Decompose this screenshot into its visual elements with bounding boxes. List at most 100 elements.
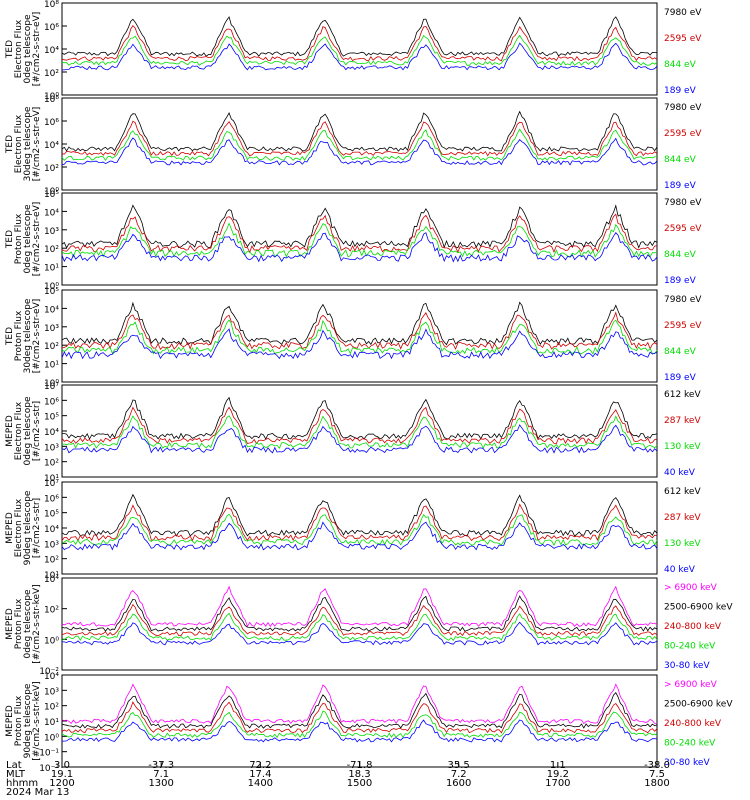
legend-entry: 2500-6900 keV bbox=[664, 603, 733, 613]
series-line bbox=[61, 16, 658, 57]
y-label-line: Proton Flux bbox=[14, 598, 24, 649]
y-axis-label: TEDElectron Flux30deg telescope[#/cm2-s-… bbox=[5, 106, 42, 181]
y-tick-label: 10⁻² bbox=[39, 667, 59, 677]
hhmm-value: 1400 bbox=[248, 778, 273, 789]
y-label-line: 30deg telescope bbox=[23, 106, 33, 181]
series-line bbox=[61, 683, 658, 725]
lat-value: 1.1 bbox=[550, 760, 566, 771]
y-tick-label: 10⁻¹ bbox=[39, 749, 59, 759]
y-tick-label: 10⁷ bbox=[44, 382, 59, 392]
legend-entry: 40 keV bbox=[664, 565, 696, 575]
hhmm-value: 1500 bbox=[347, 778, 372, 789]
legend-entry: 287 keV bbox=[664, 513, 701, 523]
legend-entry: 844 eV bbox=[664, 155, 697, 165]
mlt-value: 19.2 bbox=[547, 769, 569, 780]
y-tick-label: 10⁰ bbox=[44, 636, 59, 646]
legend-entry: 240-800 keV bbox=[664, 622, 722, 632]
series-line bbox=[61, 521, 658, 551]
y-label-line: Electron Flux bbox=[14, 401, 24, 460]
legend-entry: 7980 eV bbox=[664, 103, 702, 113]
legend-entry: 7980 eV bbox=[664, 295, 702, 305]
y-tick-label: 10⁶ bbox=[44, 494, 59, 504]
y-tick-label: 10⁸ bbox=[44, 95, 59, 105]
lat-value: -71.8 bbox=[347, 760, 373, 771]
y-tick-label: 10¹ bbox=[44, 571, 59, 581]
y-tick-label: 10⁷ bbox=[44, 479, 59, 489]
legend-entry: 30-80 keV bbox=[664, 661, 710, 671]
y-tick-label: 10⁶ bbox=[44, 118, 59, 128]
y-tick-label: 10² bbox=[44, 556, 59, 566]
y-label-line: TED bbox=[5, 230, 15, 249]
y-label-line: 90deg telescope bbox=[23, 683, 33, 758]
series-line bbox=[61, 213, 658, 254]
y-label-line: MEPED bbox=[5, 705, 15, 737]
y-label-line: TED bbox=[5, 40, 15, 59]
legend-entry: 80-240 keV bbox=[664, 642, 716, 652]
y-tick-label: 10⁴ bbox=[44, 525, 59, 535]
y-axis-label: MEPEDProton Flux0deg telescope[#/cm2-s-s… bbox=[5, 584, 42, 663]
y-label-line: [#/cm2-s-str-eV] bbox=[32, 299, 42, 374]
series-line bbox=[61, 120, 658, 157]
y-label-line: 0deg telescope bbox=[23, 589, 33, 659]
legend-entry: 2595 eV bbox=[664, 129, 702, 139]
lat-value: -37.3 bbox=[148, 760, 174, 771]
y-tick-label: 10⁵ bbox=[44, 413, 59, 423]
y-tick-label: 10⁰ bbox=[44, 379, 59, 389]
legend-entry: 240-800 keV bbox=[664, 719, 722, 729]
legend-entry: 80-240 keV bbox=[664, 739, 716, 749]
y-tick-label: 10³ bbox=[44, 443, 59, 453]
y-label-line: [#/cm2-s-str] bbox=[32, 498, 42, 558]
y-tick-label: 10⁶ bbox=[44, 23, 59, 33]
series-line bbox=[61, 719, 658, 743]
y-axis-label: TEDProton Flux30deg telescope[#/cm2-s-st… bbox=[5, 298, 42, 373]
y-tick-label: 10¹ bbox=[44, 474, 59, 484]
y-label-line: 0deg telescope bbox=[23, 14, 33, 84]
panel-frame bbox=[61, 384, 658, 478]
y-label-line: MEPED bbox=[5, 415, 15, 447]
series-line bbox=[61, 406, 658, 445]
series-line bbox=[62, 42, 658, 71]
y-tick-label: 10² bbox=[44, 342, 59, 352]
series-line bbox=[61, 222, 658, 258]
y-tick-label: 10⁵ bbox=[44, 190, 59, 200]
series-line bbox=[61, 24, 658, 62]
legend-entry: 130 keV bbox=[664, 442, 701, 452]
legend-entry: 30-80 keV bbox=[664, 758, 710, 768]
y-axis-label: TEDProton Flux0deg telescope[#/cm2-s-str… bbox=[5, 202, 42, 277]
legend-entry: 189 eV bbox=[664, 276, 697, 286]
y-tick-label: 10⁰ bbox=[44, 282, 59, 292]
y-tick-label: 10⁸ bbox=[44, 0, 59, 10]
mlt-row-label: MLT bbox=[6, 769, 26, 780]
series-line bbox=[61, 396, 658, 440]
y-label-line: [#/cm2-s-str-keV] bbox=[32, 681, 42, 760]
series-line bbox=[61, 415, 658, 450]
y-axis-label: TEDElectron Flux0deg telescope[#/cm2-s-s… bbox=[5, 12, 42, 87]
y-tick-label: 10⁰ bbox=[44, 733, 59, 743]
y-label-line: [#/cm2-s-str] bbox=[32, 401, 42, 461]
series-line bbox=[61, 493, 658, 537]
y-label-line: Electron Flux bbox=[14, 19, 24, 78]
y-label-line: MEPED bbox=[5, 608, 15, 640]
panel-frame bbox=[61, 97, 658, 191]
legend-entry: 40 keV bbox=[664, 468, 696, 478]
y-tick-label: 10⁴ bbox=[44, 428, 59, 438]
y-tick-label: 10⁵ bbox=[44, 510, 59, 520]
y-tick-label: 10⁴ bbox=[44, 208, 59, 218]
mlt-value: 18.3 bbox=[348, 769, 370, 780]
y-label-line: [#/cm2-s-str-eV] bbox=[32, 12, 42, 87]
y-tick-label: 10⁰ bbox=[44, 92, 59, 102]
hhmm-value: 1200 bbox=[49, 778, 74, 789]
lat-value: 35.5 bbox=[448, 760, 470, 771]
legend-entry: 2595 eV bbox=[664, 34, 702, 44]
y-axis-label: MEPEDElectron Flux90deg telescope[#/cm2-… bbox=[5, 490, 42, 565]
legend-entry: 2595 eV bbox=[664, 224, 702, 234]
y-label-line: 0deg telescope bbox=[23, 396, 33, 466]
y-label-line: 30deg telescope bbox=[23, 298, 33, 373]
